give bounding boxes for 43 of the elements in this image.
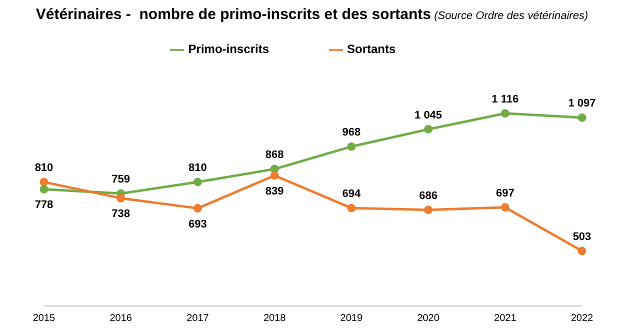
point	[116, 194, 126, 202]
data-label: 778	[34, 199, 54, 212]
data-label: 694	[342, 188, 362, 200]
data-label: 686	[419, 190, 438, 202]
x-tick-label: 2016	[110, 313, 132, 324]
x-tick-label: 2021	[494, 313, 517, 324]
legend-label: Sortants	[347, 42, 396, 56]
x-tick-label: 2019	[340, 313, 363, 324]
data-label: 738	[112, 208, 130, 220]
point	[270, 164, 279, 174]
data-label: 810	[188, 162, 207, 174]
data-label: 503	[572, 230, 592, 243]
data-label: 1 097	[568, 98, 596, 110]
data-label: 697	[496, 187, 514, 200]
point	[40, 184, 48, 194]
data-label: 868	[265, 149, 284, 162]
data-label: 759	[112, 173, 130, 186]
point	[193, 178, 202, 186]
chart-subtitle: (Source Ordre des vétérinaires)	[433, 10, 588, 22]
x-tick-label: 2022	[570, 313, 594, 324]
point	[424, 206, 433, 214]
data-label: 839	[265, 186, 284, 198]
point	[270, 171, 279, 180]
point	[424, 125, 433, 134]
data-label: 1 045	[414, 109, 442, 122]
data-label: 1 116	[492, 93, 519, 106]
x-tick-label: 2015	[32, 313, 56, 324]
legend-label: Primo-inscrits	[188, 42, 269, 56]
point	[193, 204, 202, 213]
data-label: 968	[342, 126, 361, 139]
data-label: 693	[188, 218, 207, 230]
chart-title: Vétérinaires - nombre de primo-inscrits et des sortants	[36, 6, 431, 23]
point	[500, 203, 510, 212]
x-tick-label: 2018	[263, 313, 286, 324]
point	[578, 113, 586, 122]
x-tick-label: 2020	[417, 313, 440, 324]
point	[347, 142, 356, 151]
point	[347, 204, 356, 212]
point	[500, 109, 510, 118]
point	[40, 178, 48, 186]
data-label: 810	[34, 162, 54, 174]
x-tick-label: 2017	[186, 313, 210, 324]
point	[578, 246, 586, 256]
